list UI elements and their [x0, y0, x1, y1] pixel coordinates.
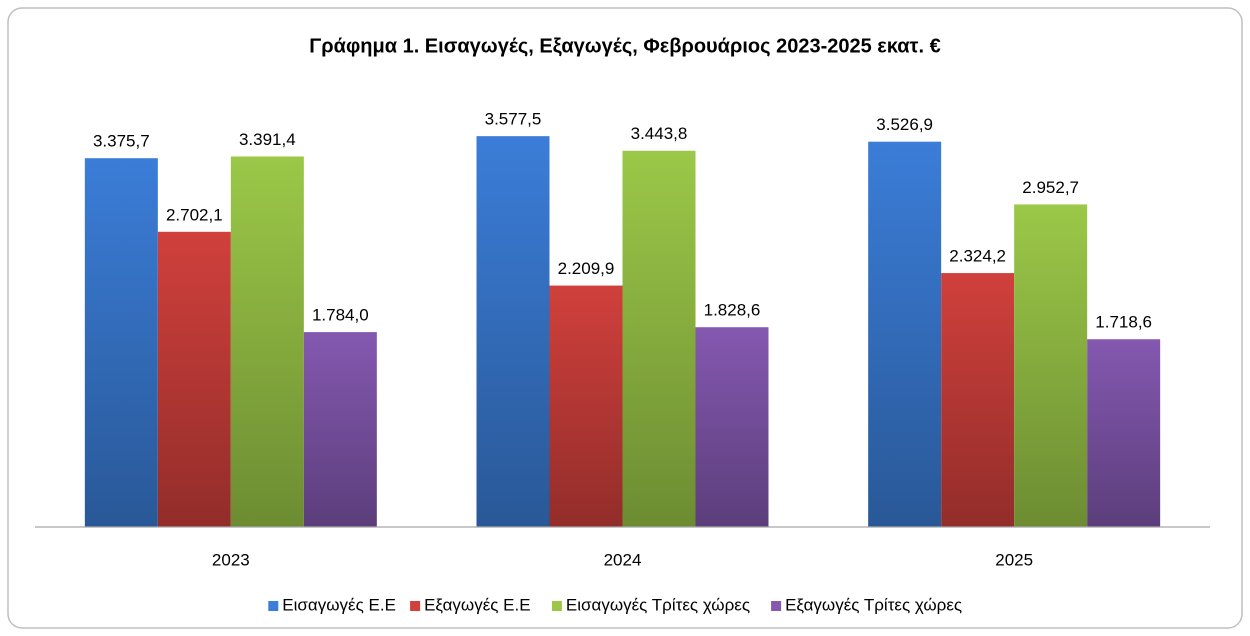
data-label: 1.718,6 [1095, 313, 1152, 332]
chart-title: Γράφημα 1. Εισαγωγές, Εξαγωγές, Φεβρουάρ… [309, 35, 940, 57]
bar [622, 150, 696, 528]
bar [1087, 339, 1161, 527]
bar [84, 158, 158, 527]
bar [868, 141, 942, 528]
legend-label: Εξαγωγές Ε.Ε [424, 595, 530, 614]
legend-label: Εισαγωγές Τρίτες χώρες [566, 595, 750, 614]
data-label: 3.526,9 [876, 115, 933, 134]
data-label: 3.577,5 [485, 110, 542, 129]
bar [549, 285, 623, 527]
legend-swatch [410, 601, 421, 611]
legend-swatch [551, 601, 562, 611]
data-label: 1.784,0 [312, 306, 369, 325]
data-label: 1.828,6 [704, 301, 761, 320]
bar [476, 136, 550, 527]
bar [157, 231, 231, 527]
data-label: 2.209,9 [558, 259, 615, 278]
bar [695, 327, 769, 527]
data-label: 3.391,4 [239, 130, 296, 149]
bar [230, 156, 304, 527]
legend-swatch [771, 601, 782, 611]
x-tick-label: 2024 [604, 550, 642, 569]
bar [1014, 204, 1088, 527]
legend-label: Εισαγωγές Ε.Ε [282, 595, 396, 614]
x-tick-label: 2025 [995, 550, 1033, 569]
legend-label: Εξαγωγές Τρίτες χώρες [785, 595, 962, 614]
bar [941, 273, 1015, 527]
data-label: 3.375,7 [93, 132, 150, 151]
data-label: 2.702,1 [166, 205, 223, 224]
data-label: 3.443,8 [631, 124, 688, 143]
x-tick-label: 2023 [212, 550, 250, 569]
data-label: 2.952,7 [1022, 178, 1079, 197]
bar [303, 332, 377, 527]
legend-swatch [268, 601, 279, 611]
data-label: 2.324,2 [949, 247, 1006, 266]
